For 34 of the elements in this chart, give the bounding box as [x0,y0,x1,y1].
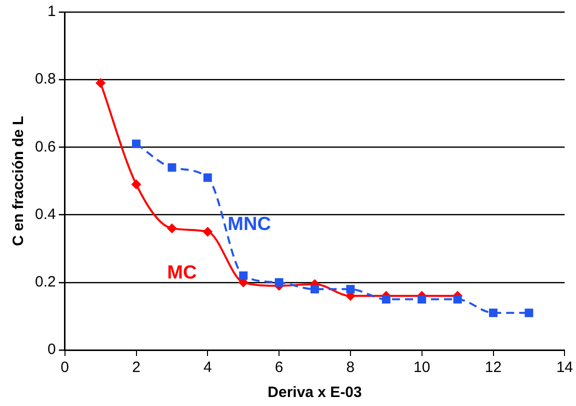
point [166,223,177,234]
point [453,295,462,304]
x-tick-label: 0 [60,359,70,376]
x-tick-label: 8 [346,359,355,376]
x-tick-label: 10 [414,359,430,376]
x-tick-label: 6 [274,359,284,376]
x-tick-label: 4 [203,359,212,376]
point [96,78,106,88]
y-tick-label: 0.8 [34,70,56,88]
y-tick-label: 0.6 [34,138,56,156]
point [382,295,390,304]
y-tick-label: 0 [48,341,56,358]
point [310,284,319,294]
point [489,308,498,318]
y-tick-label: 0.2 [34,274,56,291]
series-label: MNC [228,214,272,235]
point [418,295,426,304]
point [203,173,212,182]
point [346,284,355,294]
point [524,308,534,318]
point [202,226,213,237]
point [131,179,142,190]
x-axis-title: Deriva x E-03 [268,384,362,402]
x-tick-label: 2 [132,359,140,376]
x-tick-label: 12 [484,359,502,376]
x-tick-label: 14 [556,359,573,376]
y-tick-label: 1 [48,3,56,20]
point [132,140,140,148]
point [168,163,176,172]
point [274,278,284,287]
y-axis-title: C en fracción de L [10,116,28,246]
y-tick-label: 0.4 [34,206,56,223]
point [239,271,248,280]
series-label: MC [167,262,197,284]
